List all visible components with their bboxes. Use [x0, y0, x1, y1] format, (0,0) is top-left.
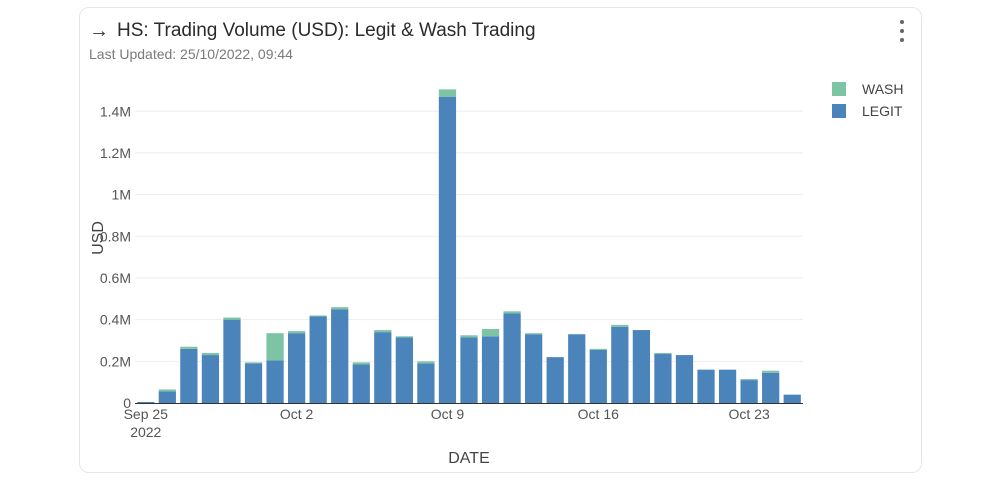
y-tick-label: 0 — [123, 395, 131, 411]
bar-legit[interactable] — [287, 333, 306, 403]
x-tick-label: Oct 23 — [729, 406, 770, 422]
bar-wash[interactable] — [762, 370, 780, 373]
bar-wash[interactable] — [266, 333, 284, 361]
bar-wash[interactable] — [180, 346, 198, 349]
bar-wash[interactable] — [395, 336, 413, 338]
legend-label-wash[interactable]: WASH — [862, 81, 903, 97]
x-tick-label: Sep 25 — [124, 406, 169, 422]
bar-legit[interactable] — [417, 363, 435, 403]
x-tick-label-year: 2022 — [130, 424, 161, 440]
y-tick-label: 0.6M — [100, 270, 131, 286]
title-row: → HS: Trading Volume (USD): Legit & Wash… — [89, 20, 536, 42]
y-tick-label: 1M — [112, 187, 131, 203]
bar-legit[interactable] — [266, 360, 284, 403]
bar-wash[interactable] — [223, 317, 241, 320]
bar-legit[interactable] — [201, 355, 220, 403]
bar-legit[interactable] — [568, 334, 586, 403]
bar-legit[interactable] — [525, 334, 543, 403]
bar-legit[interactable] — [309, 316, 327, 403]
y-tick-label: 0.2M — [100, 353, 131, 369]
bar-legit[interactable] — [331, 309, 349, 403]
bar-legit[interactable] — [137, 401, 155, 403]
bar-wash[interactable] — [309, 315, 327, 317]
bar-wash[interactable] — [654, 352, 672, 355]
bar-wash[interactable] — [158, 389, 176, 392]
bar-legit[interactable] — [546, 357, 564, 403]
bar-wash[interactable] — [331, 307, 349, 310]
bar-legit[interactable] — [718, 369, 737, 403]
chart-card: → HS: Trading Volume (USD): Legit & Wash… — [79, 7, 922, 473]
y-tick-label: 1.2M — [100, 145, 131, 161]
bar-legit[interactable] — [503, 313, 521, 403]
bar-wash[interactable] — [589, 348, 607, 350]
bar-wash[interactable] — [503, 311, 521, 314]
bar-wash[interactable] — [244, 362, 263, 364]
y-tick-label: 0.8M — [100, 228, 131, 244]
bar-legit[interactable] — [460, 337, 478, 403]
legend-swatch-wash[interactable] — [832, 82, 846, 96]
y-tick-label: 0.4M — [100, 312, 131, 328]
bar-legit[interactable] — [374, 332, 392, 403]
bar-wash[interactable] — [740, 379, 758, 381]
kebab-menu-icon[interactable] — [897, 20, 907, 42]
chart-title: HS: Trading Volume (USD): Legit & Wash T… — [117, 20, 536, 41]
last-updated: Last Updated: 25/10/2022, 09:44 — [89, 46, 293, 62]
bar-wash[interactable] — [611, 324, 629, 327]
bar-legit[interactable] — [395, 337, 413, 403]
bar-legit[interactable] — [158, 391, 176, 403]
y-axis-title: USD — [90, 221, 107, 255]
bar-legit[interactable] — [762, 372, 780, 403]
x-axis-title: DATE — [448, 450, 489, 467]
legend-label-legit[interactable]: LEGIT — [862, 103, 903, 119]
bar-wash[interactable] — [438, 89, 457, 97]
bar-legit[interactable] — [244, 363, 263, 403]
bar-legit[interactable] — [481, 336, 500, 403]
bar-legit[interactable] — [697, 369, 715, 403]
x-tick-label: Oct 9 — [431, 406, 465, 422]
bar-legit[interactable] — [654, 354, 672, 403]
bar-legit[interactable] — [740, 380, 758, 403]
bar-wash[interactable] — [460, 335, 478, 338]
bar-legit[interactable] — [632, 330, 651, 403]
arrow-right-icon[interactable]: → — [89, 20, 109, 42]
bar-wash[interactable] — [525, 333, 543, 335]
bar-wash[interactable] — [481, 329, 500, 337]
bar-legit[interactable] — [438, 96, 457, 404]
bar-wash[interactable] — [374, 330, 392, 333]
bar-wash[interactable] — [287, 331, 306, 334]
bar-legit[interactable] — [180, 348, 198, 403]
bar-wash[interactable] — [417, 361, 435, 364]
bar-legit[interactable] — [783, 394, 801, 403]
x-tick-label: Oct 2 — [280, 406, 314, 422]
bar-legit[interactable] — [675, 355, 694, 403]
y-tick-label: 1.4M — [100, 103, 131, 119]
bar-legit[interactable] — [223, 319, 241, 403]
bar-legit[interactable] — [589, 349, 607, 403]
bar-wash[interactable] — [352, 362, 370, 365]
legend-swatch-legit[interactable] — [832, 104, 846, 118]
bar-legit[interactable] — [352, 364, 370, 403]
bar-legit[interactable] — [611, 326, 629, 403]
bar-wash[interactable] — [201, 352, 220, 356]
x-tick-label: Oct 16 — [578, 406, 619, 422]
